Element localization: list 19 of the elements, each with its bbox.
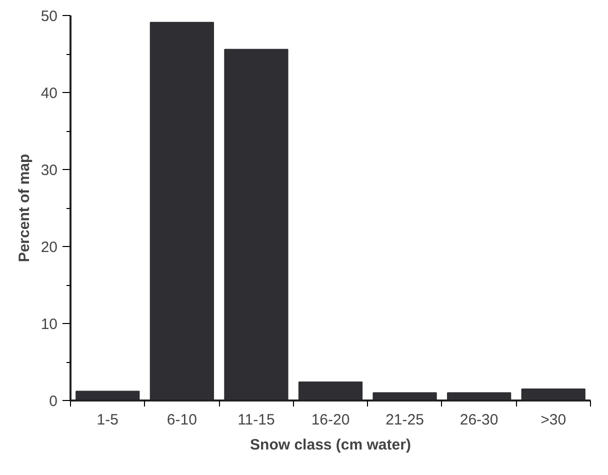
x-tick-label: 6-10: [166, 412, 197, 428]
y-tick-label: 40: [40, 85, 58, 102]
bar: [224, 48, 288, 400]
x-tick-label: 26-30: [460, 412, 498, 428]
y-tick-label: 30: [40, 162, 58, 179]
bar: [298, 382, 363, 400]
y-axis-title: Percent of map: [16, 154, 33, 262]
y-tick-label: 50: [40, 8, 58, 25]
y-tick-label: 0: [49, 393, 58, 410]
y-tick-label: 10: [40, 316, 58, 333]
x-tick-label: 11-15: [238, 412, 275, 428]
x-tick-label: >30: [540, 412, 566, 428]
bar: [521, 388, 586, 400]
bar: [150, 22, 214, 400]
x-tick-label: 21-25: [386, 412, 424, 428]
x-tick-label: 16-20: [311, 412, 350, 428]
y-tick-label: 20: [40, 239, 58, 256]
x-axis-title: Snow class (cm water): [250, 436, 411, 454]
x-tick-label: 1-5: [96, 412, 118, 428]
